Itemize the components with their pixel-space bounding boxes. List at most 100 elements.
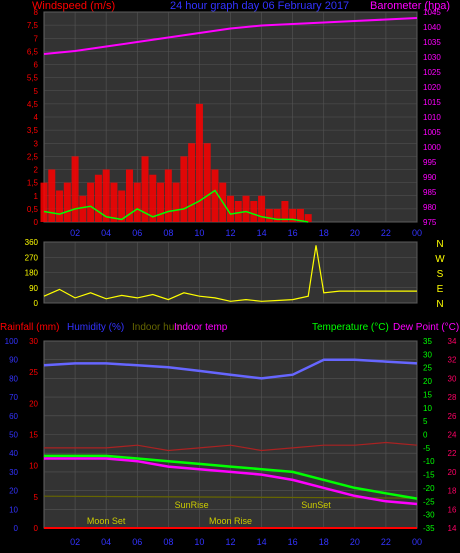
x-tick-label: 16 [288, 228, 298, 238]
wind-bar [149, 174, 157, 222]
wind-bar [258, 195, 266, 222]
rain-tick-label: 15 [29, 431, 38, 440]
rain-tick-label: 5 [34, 493, 39, 502]
x-tick-label: 08 [163, 228, 173, 238]
temp-tick-label: 5 [423, 417, 428, 426]
x-tick-label: 22 [381, 228, 391, 238]
temp-tick-label: 20 [423, 377, 432, 386]
y-tick-label: 8 [34, 8, 39, 17]
x-tick-label: 16 [288, 537, 298, 547]
y-tick-label: 1 [34, 192, 39, 201]
y-tick-label: 180 [25, 269, 39, 278]
wind-bar [110, 182, 118, 222]
rain-y-ticks: 0 5 10 15 20 25 30 [29, 337, 38, 533]
dew-tick-label: 28 [448, 393, 457, 402]
compass-label: E [437, 284, 444, 295]
temp-legend: Rainfall (mm) Humidity (%) Indoor humIndoo… [0, 322, 459, 333]
annotation-label: SunRise [175, 500, 209, 510]
compass-label: W [435, 254, 445, 265]
temperature-y-ticks: -35 -30 -25 -20 -15 -10 -5 0 5 10 15 20 25 30 35 [423, 337, 435, 533]
wind-bar [273, 208, 281, 222]
wind-bar [227, 195, 234, 222]
y2-tick-label: 975 [423, 218, 437, 227]
x-tick-label: 00 [412, 228, 422, 238]
wind-bar [296, 208, 304, 222]
temp-tick-label: 30 [423, 350, 432, 359]
temp-tick-label: -30 [423, 511, 435, 520]
dew-tick-label: 14 [448, 524, 457, 533]
x-tick-label: 02 [70, 228, 80, 238]
series-temperature [44, 454, 418, 500]
x-tick-label: 12 [225, 228, 235, 238]
humidity-tick-label: 30 [9, 468, 18, 477]
humidity-tick-label: 80 [9, 374, 18, 383]
y-tick-label: 360 [25, 238, 39, 247]
y2-tick-label: 1030 [423, 53, 441, 62]
wind-bar [56, 190, 64, 222]
wind-bar [234, 201, 242, 222]
dew-tick-label: 26 [448, 412, 457, 421]
temp-tick-label: 10 [423, 404, 432, 413]
y-tick-label: 5 [34, 87, 39, 96]
series-dew-point [44, 457, 418, 506]
rain-tick-label: 0 [34, 524, 39, 533]
legend-right-item: Temperature (°C) [312, 322, 389, 333]
y2-tick-label: 1035 [423, 38, 441, 47]
y-tick-label: 6 [34, 61, 39, 70]
temp-tick-label: -35 [423, 524, 435, 533]
y2-tick-label: 1005 [423, 128, 441, 137]
y2-tick-label: 1045 [423, 8, 441, 17]
y-tick-label: 7,5 [27, 21, 39, 30]
direction-y-ticks: 0 90 180 270 360 [25, 238, 39, 308]
x-tick-label: 10 [194, 537, 204, 547]
wind-bar [87, 182, 95, 222]
humidity-tick-label: 40 [9, 449, 18, 458]
compass-label: S [437, 269, 444, 280]
y-tick-label: 3,5 [27, 126, 39, 135]
humidity-tick-label: 70 [9, 393, 18, 402]
annotation-label: SunSet [301, 500, 331, 510]
barometer-axis-label: Barometer (hpa) [370, 0, 450, 12]
dew-tick-label: 30 [448, 374, 457, 383]
wind-bar [172, 182, 180, 222]
y-tick-label: 6,5 [27, 47, 39, 56]
y2-tick-label: 1015 [423, 98, 441, 107]
y-tick-label: 1,5 [27, 179, 39, 188]
wind-y-ticks: 0 0,5 1 1,5 2 2,5 3 3,5 4 4,5 5 5,5 6 6,5 7 7,5 8 [27, 8, 39, 227]
legend-left-item: Humidity (%) [67, 322, 124, 333]
temp-tick-label: 25 [423, 364, 432, 373]
y2-tick-label: 980 [423, 203, 437, 212]
x-tick-label: 04 [101, 537, 111, 547]
wind-bar [79, 195, 87, 222]
y-tick-label: 2,5 [27, 152, 39, 161]
dew-tick-label: 22 [448, 449, 457, 458]
y2-tick-label: 985 [423, 188, 437, 197]
wind-bar [102, 169, 110, 222]
direction-grid [44, 241, 418, 304]
annotation-label: Moon Rise [209, 516, 252, 526]
wind-bar [188, 143, 196, 222]
temp-tick-label: 0 [423, 431, 428, 440]
temp-tick-label: -20 [423, 484, 435, 493]
y-tick-label: 7 [34, 34, 39, 43]
rain-tick-label: 25 [29, 368, 38, 377]
temp-tick-label: -15 [423, 471, 435, 480]
temp-x-ticks: 02 04 06 08 10 12 14 16 18 20 22 00 [70, 537, 422, 547]
wind-bar [133, 182, 141, 222]
y2-tick-label: 1010 [423, 113, 441, 122]
x-tick-label: 06 [132, 228, 142, 238]
graph-title: 24 hour graph day 06 February 2017 [170, 0, 349, 12]
wind-bar [265, 208, 273, 222]
dewpoint-y-ticks: 14 16 18 20 22 24 26 28 30 32 34 [448, 337, 457, 533]
temp-tick-label: -10 [423, 457, 435, 466]
humidity-tick-label: 100 [5, 337, 19, 346]
y-tick-label: 90 [29, 284, 38, 293]
wind-bar [289, 208, 297, 222]
dew-tick-label: 20 [448, 468, 457, 477]
wind-bar [281, 201, 289, 222]
x-tick-label: 14 [257, 228, 267, 238]
x-tick-label: 08 [163, 537, 173, 547]
wind-bar [180, 156, 188, 222]
